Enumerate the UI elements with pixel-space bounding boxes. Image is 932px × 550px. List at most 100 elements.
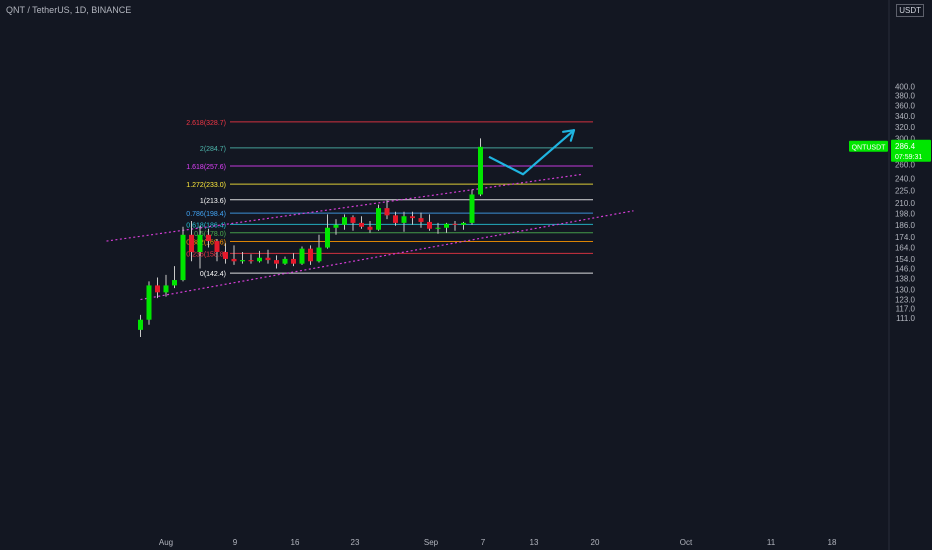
symbol-badge-text: QNTUSDT <box>852 144 887 151</box>
candle-body <box>248 260 254 262</box>
candle <box>257 250 262 263</box>
candle-body <box>265 257 271 261</box>
candle-body <box>172 280 177 286</box>
candle-body <box>384 208 390 216</box>
candle-body <box>180 234 186 281</box>
candle <box>367 220 373 233</box>
fib-level-label: 0.786(198.4) <box>186 211 226 218</box>
candle-body <box>299 248 305 264</box>
candle-body <box>257 257 262 262</box>
candle-body <box>461 222 466 225</box>
currency-label[interactable]: USDT <box>896 4 924 17</box>
time-axis-tick: 9 <box>233 538 238 547</box>
candle-body <box>231 258 237 262</box>
candle-body <box>155 285 160 293</box>
candle <box>163 274 169 297</box>
candle-body <box>214 241 220 253</box>
fib-level-label: 2(284.7) <box>200 146 226 153</box>
symbol-badge <box>849 140 888 152</box>
fib-level-label: 0.5(178.0) <box>194 231 226 238</box>
price-axis-tick: 380.0 <box>895 92 916 101</box>
fib-level-label: 0.236(158.8) <box>186 251 226 258</box>
time-axis-tick: 23 <box>351 538 360 547</box>
price-axis-tick: 225.0 <box>895 186 916 195</box>
candle <box>376 204 381 231</box>
candle-body <box>138 319 143 330</box>
candle-body <box>316 247 322 262</box>
candle-body <box>163 285 169 293</box>
candle-body <box>401 216 407 223</box>
price-axis-tick: 130.0 <box>895 286 916 295</box>
time-axis-tick: 16 <box>291 538 300 547</box>
symbol-title: QNT / TetherUS, 1D, BINANCE <box>6 5 132 15</box>
candle-body <box>376 208 381 230</box>
time-axis-tick: 18 <box>828 538 837 547</box>
candle <box>274 255 279 269</box>
candle-body <box>197 234 203 253</box>
candle <box>452 220 458 231</box>
candle-body <box>206 234 211 242</box>
fib-level-label: 2.618(328.7) <box>186 120 226 127</box>
candle <box>180 226 186 282</box>
price-badge-countdown: 07:59:31 <box>895 154 922 161</box>
candle <box>146 281 152 325</box>
candle-body <box>274 260 279 264</box>
candle-body <box>452 223 458 225</box>
price-badge-value: 286.4 <box>895 142 916 151</box>
price-axis-tick: 174.0 <box>895 233 916 242</box>
candle <box>299 246 305 265</box>
price-axis-tick: 111.0 <box>896 314 915 323</box>
candle <box>189 220 194 262</box>
candle-body <box>393 215 398 223</box>
price-axis-tick: 138.0 <box>895 275 916 284</box>
price-axis-tick: 260.0 <box>895 160 916 169</box>
time-axis-tick: Aug <box>159 538 173 547</box>
candle <box>308 245 313 265</box>
candle <box>359 216 364 229</box>
candle <box>248 254 254 264</box>
candle <box>401 211 407 232</box>
candle-body <box>342 217 347 225</box>
candle <box>223 243 228 264</box>
candle-body <box>223 252 228 259</box>
price-axis-tick: 154.0 <box>895 255 916 264</box>
candle-body <box>240 260 245 262</box>
candle <box>138 314 143 337</box>
candle-body <box>146 285 152 320</box>
price-axis-tick: 117.0 <box>896 305 916 314</box>
candle <box>282 256 288 265</box>
projection-arrow <box>488 129 575 176</box>
price-axis-tick: 123.0 <box>895 296 916 305</box>
candle <box>350 215 356 231</box>
candle-body <box>444 223 449 228</box>
fib-level-label: 0.618(186.4) <box>186 222 226 229</box>
candle <box>325 214 330 249</box>
current-price-marker: QNTUSDT 286.4 07:59:31 <box>849 139 931 162</box>
candle <box>418 212 424 228</box>
time-axis-tick: 13 <box>530 538 539 547</box>
candle-body <box>282 258 288 264</box>
price-axis-tick: 198.0 <box>895 210 916 219</box>
price-axis-tick: 360.0 <box>895 101 916 110</box>
candle <box>231 245 237 265</box>
price-axis-tick: 400.0 <box>895 82 916 91</box>
projection-arrowhead <box>569 129 576 142</box>
price-axis-tick: 146.0 <box>895 265 916 274</box>
candle-body <box>325 227 330 248</box>
fib-level-label: 0(142.4) <box>200 271 226 278</box>
price-badge <box>891 139 931 162</box>
time-axis-tick: 20 <box>591 538 600 547</box>
candle <box>206 228 211 248</box>
candle <box>461 221 466 230</box>
fib-level-label: 1.618(257.6) <box>186 164 226 171</box>
price-axis-tick: 210.0 <box>895 199 916 208</box>
candle-body <box>308 248 313 262</box>
fib-level-label: 0.382(169.6) <box>186 239 226 246</box>
price-axis-tick: 164.0 <box>895 244 916 253</box>
candle-body <box>359 222 364 227</box>
time-axis-tick: 11 <box>767 538 776 547</box>
candle <box>410 211 415 225</box>
candle-body <box>367 226 373 230</box>
candle <box>393 211 398 226</box>
